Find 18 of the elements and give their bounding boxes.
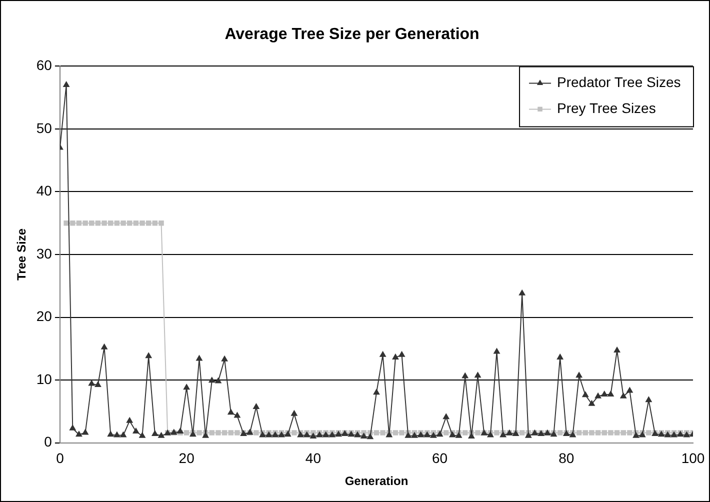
y-tick-label: 0 — [44, 434, 52, 450]
legend-label: Prey Tree Sizes — [557, 100, 656, 116]
legend-label: Predator Tree Sizes — [557, 74, 681, 90]
y-tick-label: 60 — [36, 57, 52, 74]
x-tick-label: 80 — [558, 450, 574, 466]
x-tick-label: 60 — [432, 450, 448, 466]
chart-title: Average Tree Size per Generation — [224, 26, 480, 44]
y-tick-label: 30 — [36, 245, 52, 262]
x-tick-label: 40 — [305, 450, 322, 466]
x-tick-label: 0 — [56, 450, 64, 466]
x-axis-title: Generation — [344, 474, 408, 488]
y-tick-label: 20 — [36, 308, 52, 324]
y-axis-title: Tree Size — [14, 228, 29, 281]
x-tick-label: 100 — [681, 450, 705, 466]
x-tick-label: 20 — [178, 450, 195, 466]
y-tick-label: 10 — [36, 370, 52, 387]
y-tick-label: 50 — [36, 120, 52, 136]
y-tick-label: 40 — [36, 182, 52, 199]
